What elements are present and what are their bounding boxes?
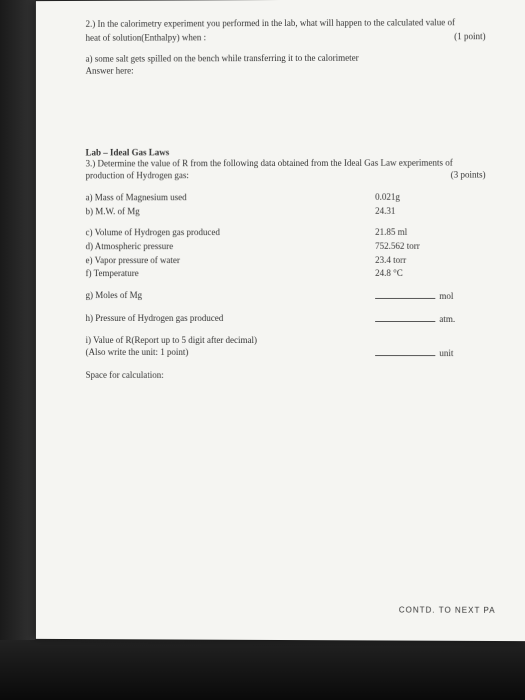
footer-note: CONTD. TO NEXT PA <box>399 605 496 616</box>
item-e: e) Vapor pressure of water 23.4 torr <box>86 254 486 266</box>
item-d-label: d) Atmospheric pressure <box>86 241 174 253</box>
item-c: c) Volume of Hydrogen gas produced 21.85… <box>86 227 486 239</box>
q2-line2: heat of solution(Enthalpy) when : <box>86 32 206 44</box>
item-c-value: 21.85 ml <box>375 227 485 239</box>
item-g-label: g) Moles of Mg <box>86 290 142 303</box>
q3-line2-row: production of Hydrogen gas: (3 points) <box>86 170 486 183</box>
item-h-blank: atm. <box>375 313 485 326</box>
item-i2: (Also write the unit: 1 point) unit <box>86 347 486 360</box>
item-e-label: e) Vapor pressure of water <box>86 255 180 267</box>
q3-line1: 3.) Determine the value of R from the fo… <box>86 158 486 171</box>
item-h: h) Pressure of Hydrogen gas produced atm… <box>86 313 486 326</box>
q2-answer-label: Answer here: <box>86 64 486 77</box>
item-f-value: 24.8 °C <box>375 268 485 280</box>
calc-label: Space for calculation: <box>86 370 486 382</box>
item-h-label: h) Pressure of Hydrogen gas produced <box>86 313 224 326</box>
item-e-value: 23.4 torr <box>375 254 485 266</box>
item-g-unit: mol <box>439 291 453 301</box>
item-d: d) Atmospheric pressure 752.562 torr <box>86 241 486 253</box>
item-d-value: 752.562 torr <box>375 241 485 253</box>
item-f-label: f) Temperature <box>86 268 139 280</box>
item-a: a) Mass of Magnesium used 0.021g <box>86 191 486 203</box>
background-bottom <box>0 640 525 700</box>
q2-points: (1 point) <box>454 31 485 43</box>
item-a-value: 0.021g <box>375 191 485 203</box>
lab-header: Lab – Ideal Gas Laws <box>86 146 486 159</box>
item-b: b) M.W. of Mg 24.31 <box>86 205 486 217</box>
item-g: g) Moles of Mg mol <box>86 290 486 303</box>
item-g-blank: mol <box>375 290 485 303</box>
item-i: i) Value of R(Report up to 5 digit after… <box>86 335 486 347</box>
q3-line2: production of Hydrogen gas: <box>86 170 189 182</box>
item-i2-label: (Also write the unit: 1 point) <box>86 347 189 360</box>
item-b-label: b) M.W. of Mg <box>86 206 140 218</box>
q3-points: (3 points) <box>451 170 486 182</box>
item-h-unit: atm. <box>439 314 455 324</box>
item-b-value: 24.31 <box>375 205 485 217</box>
item-f: f) Temperature 24.8 °C <box>86 268 486 280</box>
item-i2-unit: unit <box>439 348 453 358</box>
item-c-label: c) Volume of Hydrogen gas produced <box>86 227 220 239</box>
item-i2-blank: unit <box>375 347 485 360</box>
document-page: 2.) In the calorimetry experiment you pe… <box>36 0 525 641</box>
q2-line1: 2.) In the calorimetry experiment you pe… <box>86 17 486 30</box>
q2-line2-row: heat of solution(Enthalpy) when : (1 poi… <box>86 31 486 44</box>
background-left <box>0 0 35 640</box>
item-a-label: a) Mass of Magnesium used <box>86 192 187 204</box>
